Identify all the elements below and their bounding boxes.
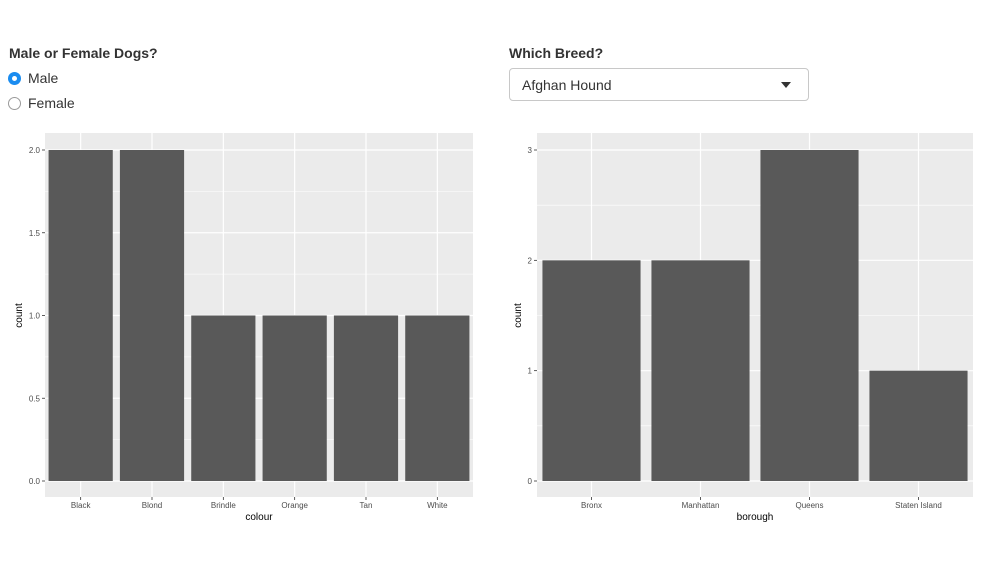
chevron-down-icon[interactable] xyxy=(781,82,791,88)
y-tick-label: 0 xyxy=(528,477,533,486)
y-axis-title: count xyxy=(14,303,25,328)
y-tick-label: 2.0 xyxy=(29,146,41,155)
bar-staten-island xyxy=(869,370,968,481)
bar-queens xyxy=(760,150,859,481)
x-tick-label: White xyxy=(427,501,448,510)
x-tick-label: Queens xyxy=(795,501,823,510)
breed-filter-label: Which Breed? xyxy=(509,45,604,61)
y-tick-label: 1 xyxy=(528,367,533,376)
x-tick-label: Manhattan xyxy=(682,501,720,510)
x-tick-label: Brindle xyxy=(211,501,236,510)
radio-option-female[interactable]: Female xyxy=(8,95,75,111)
colour-count-chart: 0.0 0.5 1.0 1.5 2.0 Black Blond Brindle Orange Ta… xyxy=(14,133,473,523)
breed-select[interactable]: Afghan Hound xyxy=(509,68,809,101)
bar-manhattan xyxy=(651,260,750,481)
y-tick-label: 1.5 xyxy=(29,229,41,238)
y-tick-label: 2 xyxy=(528,256,533,265)
bar-brindle xyxy=(191,315,256,481)
borough-count-chart: 0 1 2 3 Bronx Manhattan Queens Staten Island bor… xyxy=(513,133,973,523)
x-tick-label: Black xyxy=(71,501,92,510)
y-tick-label: 3 xyxy=(528,146,533,155)
bar-bronx xyxy=(542,260,641,481)
bar-black xyxy=(48,150,113,481)
radio-option-label: Female xyxy=(28,95,75,111)
breed-select-value: Afghan Hound xyxy=(522,76,612,93)
x-axis-title: borough xyxy=(737,512,774,523)
radio-option-label: Male xyxy=(28,70,59,86)
bar-white xyxy=(405,315,470,481)
x-tick-label: Staten Island xyxy=(895,501,942,510)
x-tick-label: Blond xyxy=(142,501,162,510)
y-tick-label: 0.5 xyxy=(29,394,41,403)
x-tick-label: Bronx xyxy=(581,501,602,510)
bar-orange xyxy=(262,315,327,481)
bar-tan xyxy=(333,315,399,481)
x-tick-label: Tan xyxy=(360,501,373,510)
radio-option-male[interactable]: Male xyxy=(8,70,58,86)
sex-filter-label: Male or Female Dogs? xyxy=(9,45,158,61)
bar-blond xyxy=(119,150,185,481)
radio-checked-icon[interactable] xyxy=(8,71,21,85)
y-axis-title: count xyxy=(513,303,524,328)
y-tick-label: 1.0 xyxy=(29,312,41,321)
y-tick-label: 0.0 xyxy=(29,477,41,486)
x-tick-label: Orange xyxy=(281,501,308,510)
radio-unchecked-icon[interactable] xyxy=(8,96,21,110)
x-axis-title: colour xyxy=(245,512,273,523)
